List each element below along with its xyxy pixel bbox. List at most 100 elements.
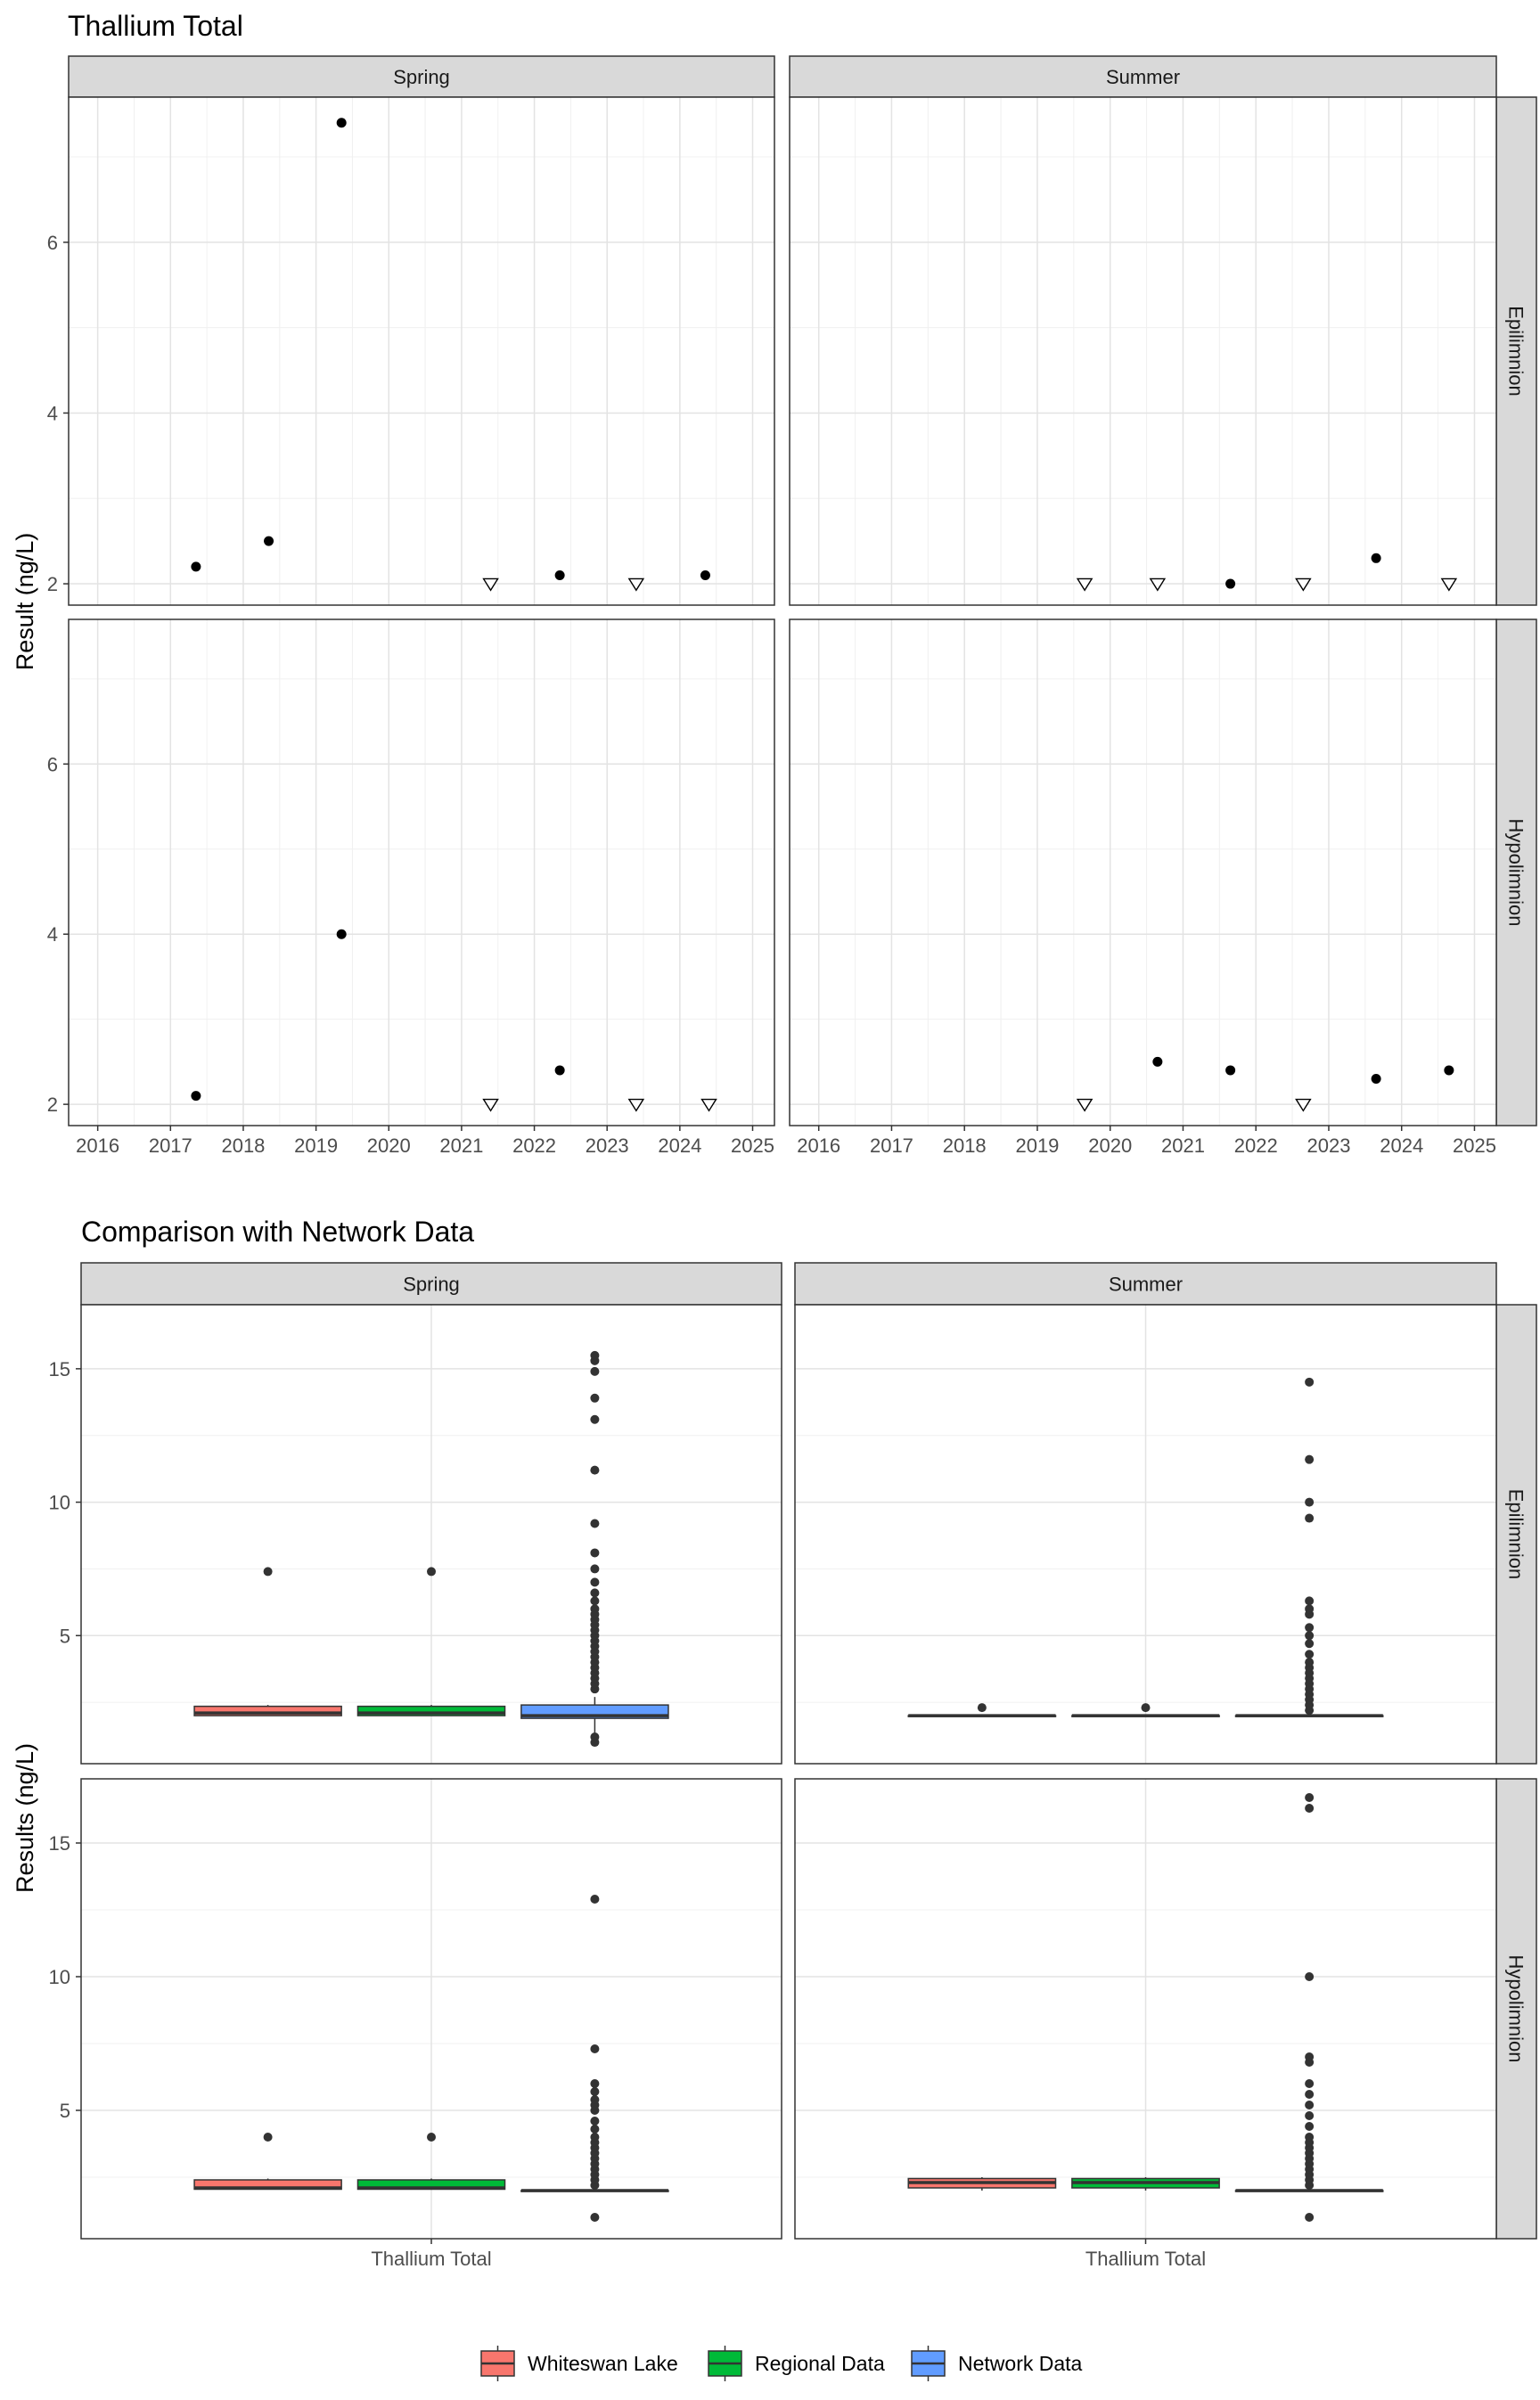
panel-hypolimnion-summer-box: Thallium Total bbox=[794, 1778, 1497, 2270]
panel-border bbox=[68, 618, 775, 1126]
point-below-detection bbox=[1295, 577, 1312, 592]
x-tick-label: 2018 bbox=[221, 1134, 265, 1157]
x-tick-label: 2017 bbox=[149, 1134, 192, 1157]
box-network-data bbox=[520, 1895, 669, 2222]
point-detected bbox=[1225, 578, 1236, 589]
outlier-point bbox=[427, 1567, 436, 1577]
strip-label-hypolimnion: Hypolimnion bbox=[1505, 818, 1528, 926]
y-tick-label: 5 bbox=[60, 1625, 70, 1647]
strip-label-summer: Summer bbox=[1106, 66, 1180, 88]
y-tick-label: 15 bbox=[49, 1358, 70, 1380]
point-detected bbox=[1225, 1065, 1236, 1076]
panel-border bbox=[68, 96, 775, 606]
point-detected bbox=[1152, 1056, 1163, 1067]
x-tick-label: 2021 bbox=[439, 1134, 483, 1157]
outlier-point bbox=[590, 1519, 600, 1528]
outlier-point bbox=[1305, 1804, 1315, 1813]
x-tick-label: 2016 bbox=[76, 1134, 119, 1157]
outlier-point bbox=[1305, 1658, 1315, 1667]
outlier-point bbox=[590, 1895, 600, 1904]
outlier-point bbox=[590, 1465, 600, 1475]
outlier-point bbox=[1305, 2101, 1315, 2109]
x-tick-label: 2022 bbox=[512, 1134, 556, 1157]
panel-background bbox=[69, 619, 774, 1126]
strip-summer-top bbox=[789, 55, 1497, 98]
legend-label: Regional Data bbox=[755, 2352, 885, 2375]
outlier-point bbox=[590, 1393, 600, 1403]
x-tick-label: 2023 bbox=[1307, 1134, 1350, 1157]
point-below-detection bbox=[700, 1098, 717, 1112]
legend-label: Network Data bbox=[958, 2352, 1083, 2375]
chart-title-comparison: Comparison with Network Data bbox=[81, 1216, 474, 1248]
legend-item-network-data: Network Data bbox=[911, 2346, 1083, 2381]
panel-background bbox=[69, 97, 774, 605]
x-tick-label: 2020 bbox=[367, 1134, 411, 1157]
outlier-point bbox=[1305, 1497, 1315, 1507]
panel-border bbox=[794, 1304, 1497, 1765]
x-tick-label: 2025 bbox=[731, 1134, 774, 1157]
outlier-point bbox=[590, 2095, 600, 2104]
outlier-point bbox=[1305, 1972, 1315, 1981]
panel-epilimnion-spring-box: 5 10 15 bbox=[49, 1304, 782, 1765]
outlier-point bbox=[263, 1567, 273, 1577]
outlier-point bbox=[590, 1577, 600, 1587]
box-whiteswan-lake bbox=[193, 1567, 342, 1716]
outlier-point bbox=[1305, 1596, 1315, 1606]
panel-border bbox=[789, 96, 1497, 606]
x-tick-label: Thallium Total bbox=[1085, 2248, 1206, 2270]
box-whiteswan-lake bbox=[907, 2177, 1057, 2191]
y-axis-label-bottom: Results (ng/L) bbox=[12, 1743, 38, 1893]
outlier-point bbox=[590, 2079, 600, 2088]
outlier-point bbox=[590, 1588, 600, 1598]
strip-label-epilimnion: Epilimnion bbox=[1505, 306, 1528, 397]
y-tick-label: 15 bbox=[49, 1832, 70, 1855]
box-network-data bbox=[1234, 1377, 1384, 1717]
outlier-point bbox=[1305, 1604, 1315, 1614]
legend-item-regional-data: Regional Data bbox=[708, 2346, 885, 2381]
point-detected bbox=[191, 1091, 201, 1102]
outlier-point bbox=[1305, 2090, 1315, 2099]
panel-background bbox=[790, 97, 1496, 605]
point-below-detection bbox=[482, 577, 499, 592]
chart-title-thallium-total: Thallium Total bbox=[68, 10, 243, 42]
outlier-point bbox=[590, 1732, 600, 1742]
strip-label-epilimnion: Epilimnion bbox=[1505, 1489, 1528, 1580]
y-tick-label: 5 bbox=[60, 2100, 70, 2122]
point-below-detection bbox=[627, 577, 645, 592]
point-below-detection bbox=[1440, 577, 1458, 592]
box-regional-data bbox=[1071, 1703, 1220, 1717]
x-tick-label: 2023 bbox=[586, 1134, 629, 1157]
point-below-detection bbox=[482, 1098, 499, 1112]
point-detected bbox=[554, 569, 565, 580]
outlier-point bbox=[1305, 2052, 1315, 2061]
legend-item-whiteswan-lake: Whiteswan Lake bbox=[480, 2346, 678, 2381]
box-body bbox=[193, 1705, 342, 1716]
panel-epilimnion-summer bbox=[789, 96, 1497, 606]
outlier-point bbox=[1305, 2079, 1315, 2088]
x-tick-label: 2024 bbox=[1380, 1134, 1423, 1157]
outlier-point bbox=[1141, 1703, 1151, 1713]
box-whiteswan-lake bbox=[193, 2133, 342, 2191]
outlier-point bbox=[977, 1703, 987, 1713]
point-detected bbox=[336, 118, 347, 128]
outlier-point bbox=[1305, 1513, 1315, 1523]
outlier-point bbox=[590, 1414, 600, 1424]
y-tick-label: 2 bbox=[47, 1094, 58, 1116]
box-regional-data bbox=[1071, 2177, 1220, 2191]
outlier-point bbox=[1305, 1793, 1315, 1802]
outlier-point bbox=[590, 2087, 600, 2096]
outlier-point bbox=[1305, 2133, 1315, 2142]
box-regional-data bbox=[356, 2133, 506, 2191]
outlier-point bbox=[1305, 2122, 1315, 2131]
outlier-point bbox=[590, 1350, 600, 1360]
point-detected bbox=[336, 929, 347, 939]
outlier-point bbox=[1305, 1650, 1315, 1659]
panel-epilimnion-spring: 2 4 6 bbox=[47, 96, 775, 606]
x-tick-label: Thallium Total bbox=[371, 2248, 491, 2270]
outlier-point bbox=[1305, 1631, 1315, 1641]
scatter-facets: Spring SummerEpilimnionHypolimnion2462462… bbox=[47, 55, 1537, 1157]
x-tick-label: 2020 bbox=[1088, 1134, 1132, 1157]
outlier-point bbox=[1305, 1639, 1315, 1649]
point-below-detection bbox=[1149, 577, 1167, 592]
